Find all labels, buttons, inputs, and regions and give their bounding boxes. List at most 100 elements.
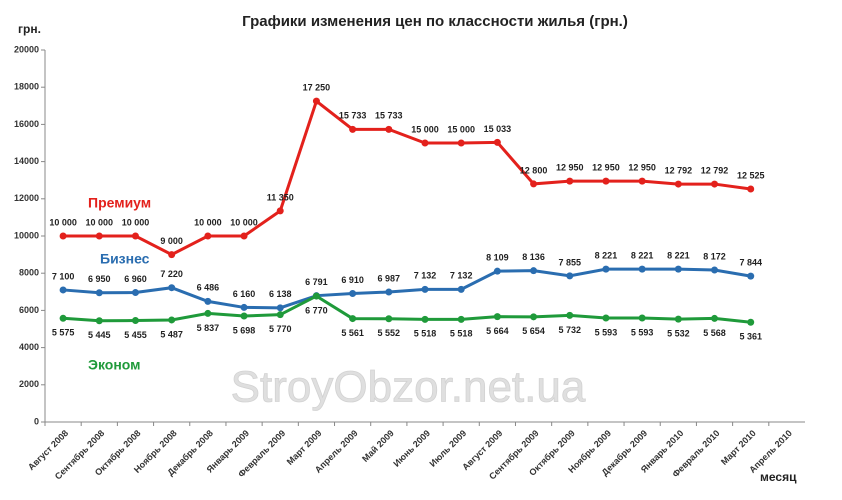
data-point — [349, 125, 357, 133]
y-tick-label: 12000 — [14, 193, 39, 203]
data-label: 5 732 — [558, 325, 581, 335]
y-tick-label: 18000 — [14, 82, 39, 92]
data-point — [421, 139, 429, 147]
data-label: 12 950 — [628, 163, 656, 173]
data-label: 5 518 — [450, 329, 473, 339]
data-label: 6 960 — [124, 274, 147, 284]
data-point — [240, 312, 248, 320]
data-point — [385, 315, 393, 323]
data-label: 5 455 — [124, 330, 147, 340]
data-label: 6 791 — [305, 277, 328, 287]
data-point — [131, 232, 139, 240]
data-point — [747, 185, 755, 193]
data-point — [530, 180, 538, 188]
series-line — [62, 267, 751, 310]
y-tick-label: 8000 — [19, 268, 39, 278]
data-label: 6 770 — [305, 305, 328, 315]
data-label: 15 000 — [447, 124, 475, 134]
data-point — [95, 317, 103, 325]
data-label: 5 698 — [233, 325, 256, 335]
data-point — [711, 314, 719, 322]
data-point — [385, 288, 393, 296]
data-label: 6 910 — [341, 275, 364, 285]
data-label: 6 950 — [88, 274, 111, 284]
data-point — [204, 297, 212, 305]
series-name: Бизнес — [100, 251, 150, 267]
data-point — [493, 313, 501, 321]
y-tick-label: 6000 — [19, 305, 39, 315]
data-label: 8 221 — [631, 250, 654, 260]
data-point — [131, 317, 139, 325]
x-tick-label: Май 2009 — [360, 428, 396, 464]
series-line — [63, 98, 751, 257]
y-tick-label: 14000 — [14, 156, 39, 166]
data-label: 5 593 — [595, 327, 618, 337]
data-label: 10 000 — [194, 217, 222, 227]
data-label: 10 000 — [230, 217, 258, 227]
y-axis-label: грн. — [18, 22, 41, 36]
data-label: 15 000 — [411, 124, 439, 134]
data-point — [493, 138, 501, 146]
data-label: 6 138 — [269, 289, 292, 299]
data-label: 12 525 — [737, 170, 765, 180]
data-point — [638, 177, 646, 185]
data-point — [276, 304, 284, 312]
data-point — [711, 266, 719, 274]
data-point — [602, 265, 610, 273]
data-label: 17 250 — [303, 83, 331, 93]
data-point — [566, 311, 574, 319]
y-tick-label: 16000 — [14, 119, 39, 129]
data-point — [168, 251, 176, 259]
data-label: 5 575 — [52, 328, 75, 338]
data-point — [711, 180, 719, 188]
data-point — [421, 285, 429, 293]
x-axis-label: месяц — [760, 470, 797, 484]
data-label: 12 792 — [701, 165, 729, 175]
data-label: 9 000 — [160, 236, 183, 246]
data-point — [493, 267, 501, 275]
data-point — [638, 314, 646, 322]
y-tick-label: 20000 — [14, 44, 39, 54]
data-label: 5 568 — [703, 328, 726, 338]
data-label: 10 000 — [49, 217, 77, 227]
x-tick-label: Июнь 2009 — [391, 428, 432, 469]
data-label: 5 445 — [88, 330, 111, 340]
data-point — [674, 265, 682, 273]
data-label: 15 033 — [484, 124, 512, 134]
data-point — [276, 311, 284, 319]
chart-title: Графики изменения цен по классности жиль… — [242, 13, 628, 30]
data-point — [602, 177, 610, 185]
data-point — [59, 232, 67, 240]
data-label: 8 172 — [703, 251, 726, 261]
y-tick-label: 10000 — [14, 230, 39, 240]
data-point — [602, 314, 610, 322]
y-tick-label: 4000 — [19, 342, 39, 352]
data-point — [312, 97, 320, 105]
y-tick-label: 2000 — [19, 379, 39, 389]
data-point — [312, 292, 320, 300]
data-label: 5 561 — [341, 328, 364, 338]
data-point — [240, 232, 248, 240]
data-label: 10 000 — [122, 217, 150, 227]
data-point — [204, 309, 212, 317]
data-label: 5 664 — [486, 326, 509, 336]
data-point — [276, 207, 284, 215]
data-label: 7 100 — [52, 271, 75, 281]
data-point — [168, 284, 176, 292]
data-label: 7 132 — [414, 271, 437, 281]
data-point — [349, 315, 357, 323]
data-label: 5 654 — [522, 326, 545, 336]
series-name: Премиум — [88, 195, 151, 211]
data-point — [457, 285, 465, 293]
data-point — [457, 139, 465, 147]
data-label: 6 486 — [197, 283, 220, 293]
data-label: 7 844 — [739, 257, 762, 267]
data-label: 10 000 — [86, 217, 114, 227]
data-point — [95, 232, 103, 240]
data-label: 12 792 — [665, 165, 693, 175]
data-label: 5 837 — [197, 323, 220, 333]
x-tick-label: Март 2010 — [719, 428, 758, 467]
data-point — [59, 314, 67, 322]
data-label: 5 552 — [378, 328, 401, 338]
data-label: 5 518 — [414, 329, 437, 339]
